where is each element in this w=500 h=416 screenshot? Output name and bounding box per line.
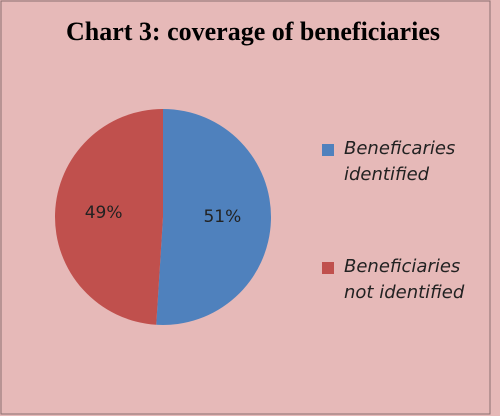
value-label: 51% bbox=[203, 207, 241, 227]
legend-label: Beneficaries identified bbox=[344, 138, 456, 185]
pie-slice bbox=[156, 109, 271, 325]
legend-item: Beneficiaries not identified bbox=[322, 254, 492, 306]
value-label: 49% bbox=[85, 203, 123, 223]
chart-frame bbox=[0, 0, 491, 415]
legend-swatch bbox=[322, 262, 334, 274]
chart-title: Chart 3: coverage of beneficiaries bbox=[66, 17, 440, 46]
legend-swatch bbox=[322, 144, 334, 156]
legend-item: Beneficaries identified bbox=[322, 136, 492, 188]
pie-slice bbox=[54, 109, 163, 325]
legend-label: Beneficiaries not identified bbox=[344, 256, 465, 303]
